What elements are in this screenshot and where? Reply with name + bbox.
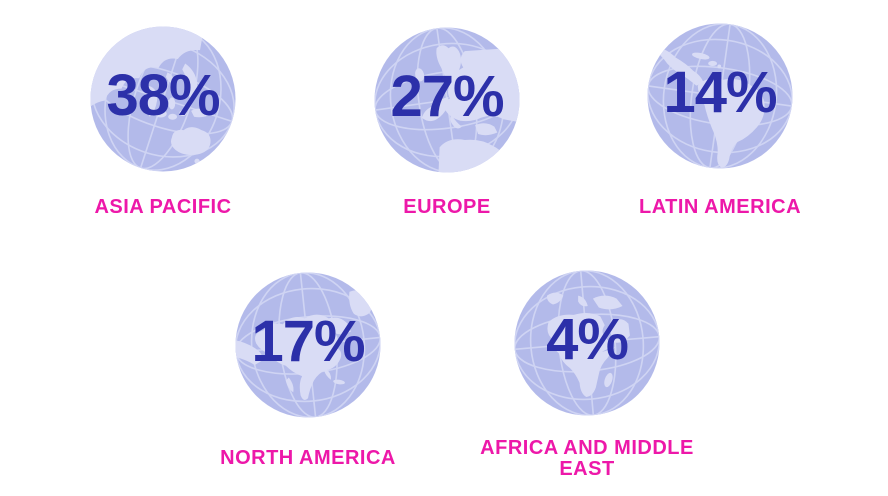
region-label: NORTH AMERICA bbox=[220, 447, 396, 469]
percent-value: 17% bbox=[251, 309, 365, 375]
globe-africa-icon: 4% bbox=[513, 269, 661, 417]
region-europe: 27% EUROPE bbox=[373, 26, 521, 218]
region-africa-middle-east: 4% AFRICA AND MIDDLE EAST bbox=[480, 269, 693, 480]
region-north-america: 17% NORTH AMERICA bbox=[220, 271, 395, 469]
percent-value: 38% bbox=[106, 63, 220, 129]
region-latin-america: 14% LATIN AMERICA bbox=[639, 22, 801, 218]
region-label: EUROPE bbox=[403, 196, 491, 218]
globe-europe-icon: 27% bbox=[373, 26, 521, 174]
globe-asia-pacific-icon: 38% bbox=[89, 25, 237, 173]
region-asia-pacific: 38% ASIA PACIFIC bbox=[89, 25, 237, 218]
percent-value: 27% bbox=[390, 64, 504, 130]
region-label: ASIA PACIFIC bbox=[94, 196, 232, 218]
globe-south-america-icon: 14% bbox=[646, 22, 794, 170]
region-label: LATIN AMERICA bbox=[638, 196, 802, 218]
globe-north-america-icon: 17% bbox=[234, 271, 382, 419]
percent-value: 4% bbox=[546, 307, 629, 373]
region-label: AFRICA AND MIDDLE EAST bbox=[480, 437, 694, 480]
percent-value: 14% bbox=[663, 60, 777, 126]
